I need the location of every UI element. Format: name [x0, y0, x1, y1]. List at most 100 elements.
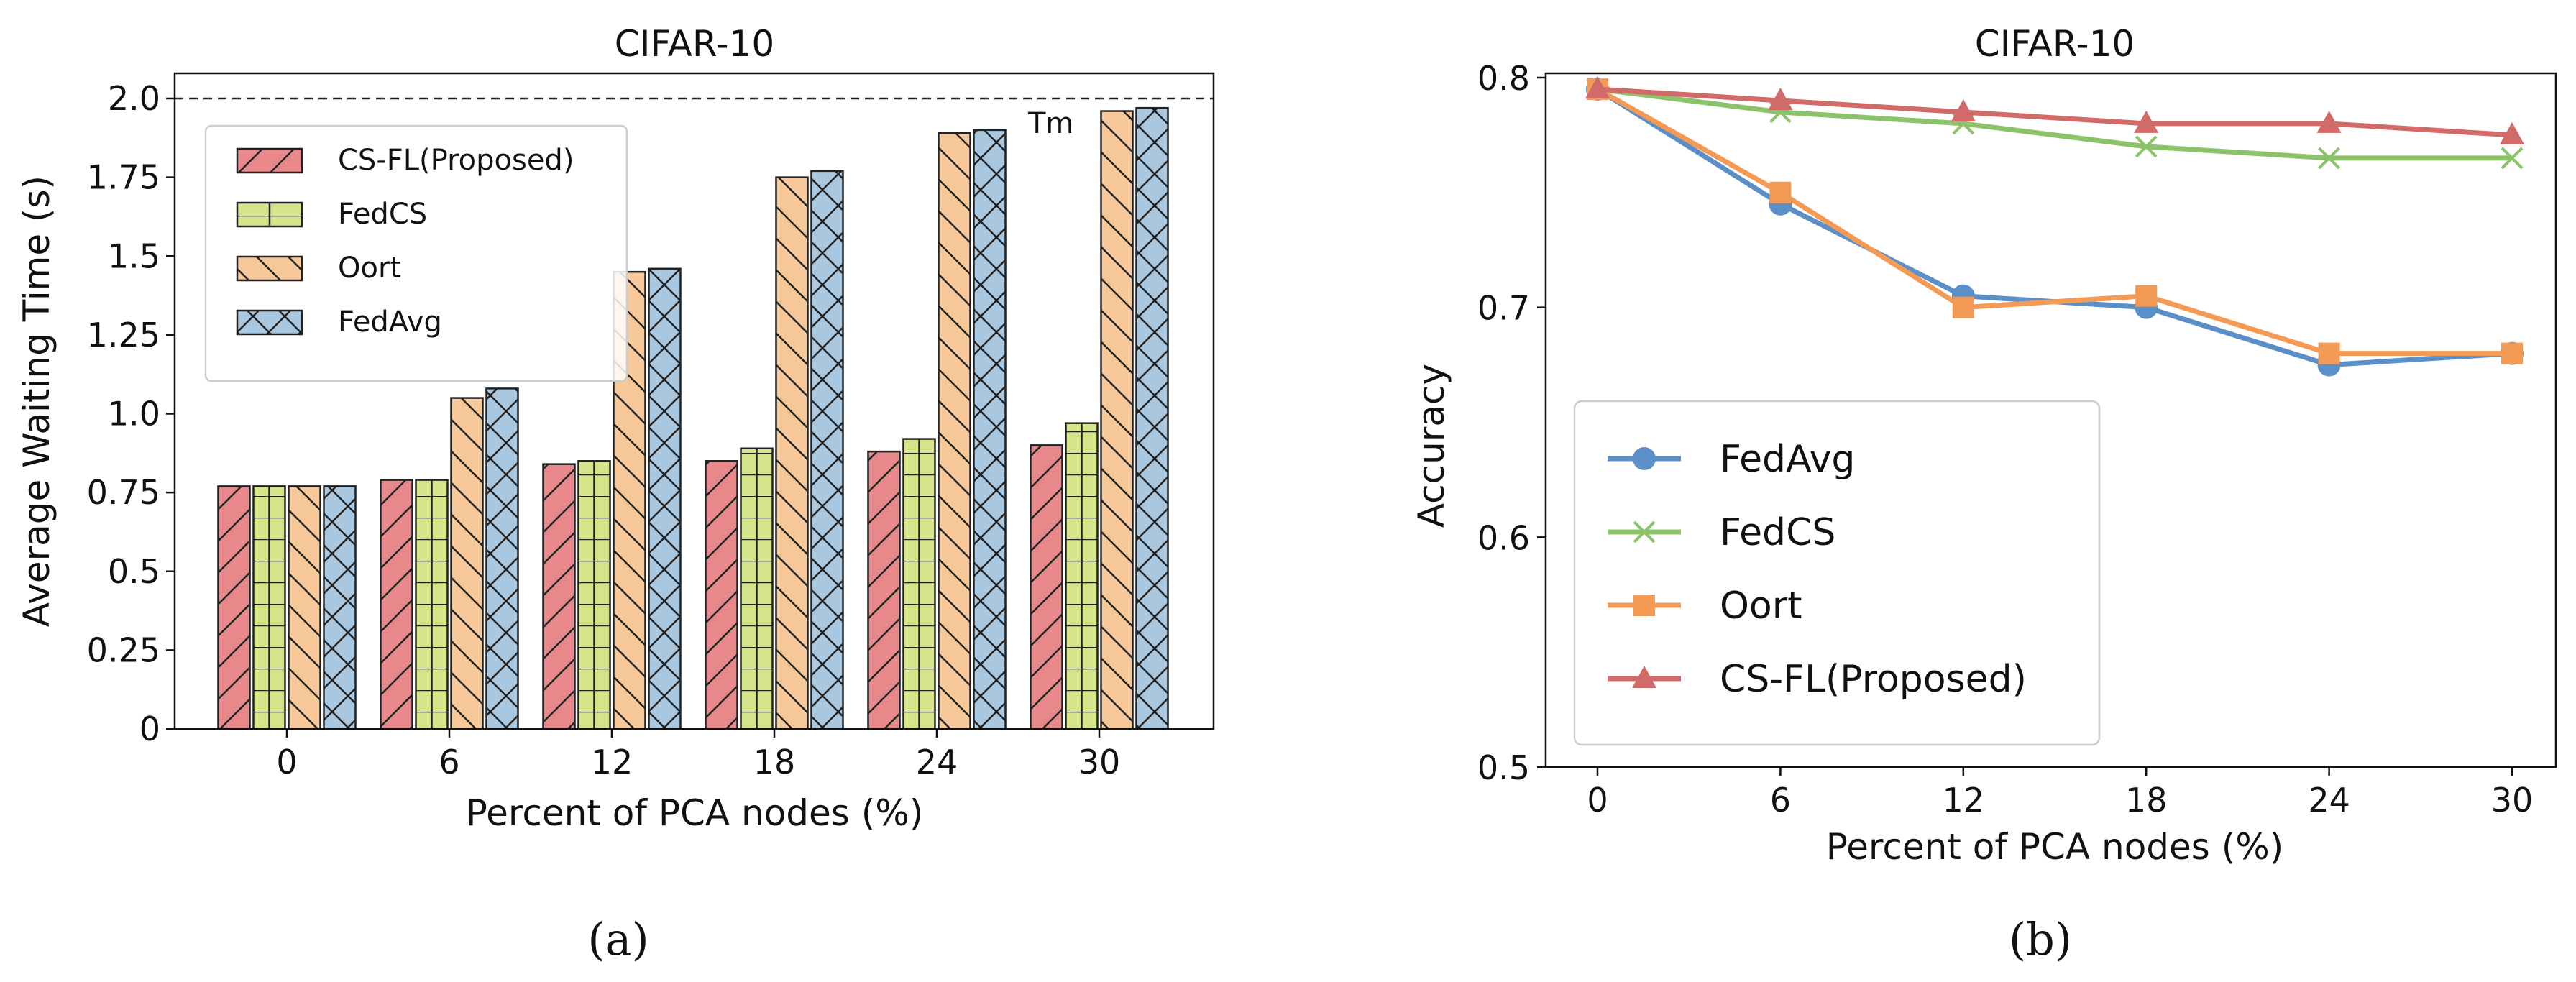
data-point-12 [1951, 98, 1976, 121]
bar-fedavg-0 [323, 485, 357, 730]
series-oort [1587, 78, 2523, 364]
legend-item-fedcs: FedCS [1608, 511, 1835, 554]
data-point-24 [2318, 342, 2340, 364]
x-tick-label: 6 [1770, 781, 1791, 820]
data-point-0 [1585, 75, 1610, 98]
legend-frame [204, 124, 628, 382]
bar-chart-frame [173, 72, 1215, 730]
line-chart-x-ticks: 0 6 12 18 24 30 [1587, 767, 2533, 820]
y-tick-label: 1.25 [87, 316, 160, 354]
x-tick-label: 18 [753, 743, 796, 781]
line-chart-legend: FedAvg FedCS Oort CS-FL(Proposed) [1573, 400, 2101, 746]
legend-label: FedCS [338, 198, 427, 231]
y-tick-label: 1.0 [108, 395, 160, 433]
line-chart-title: CIFAR-10 [1975, 23, 2135, 65]
series-line [1597, 86, 2513, 138]
x-tick-label: 0 [276, 743, 297, 781]
y-tick-label: 1.5 [108, 237, 160, 275]
x-tick-label: 24 [916, 743, 958, 781]
data-point-30 [2500, 121, 2524, 144]
bar-chart-title: CIFAR-10 [615, 23, 774, 65]
y-tick-label: 2.0 [108, 79, 160, 118]
y-tick-label: 0.6 [1477, 518, 1530, 557]
legend-item-oort: Oort [1608, 584, 1802, 628]
data-point-12 [1952, 296, 1974, 318]
line-chart-y-ticks: 0.5 0.6 0.7 0.8 [1477, 59, 1546, 787]
x-tick-label: 12 [1943, 781, 1985, 820]
series-fedcs [1586, 78, 2524, 170]
line-chart: CIFAR-10 0.5 0.6 0.7 0.8 0 6 12 18 24 30 Percent… [1411, 23, 2557, 965]
y-tick-label: 1.75 [87, 158, 160, 197]
y-tick-label: 0.8 [1477, 59, 1530, 98]
bar-fedcs-12 [577, 460, 611, 730]
legend-label: FedAvg [1720, 438, 1855, 481]
series-line [1597, 86, 2512, 161]
bar-chart-bars [217, 106, 1169, 730]
bar-fedcs-6 [415, 479, 449, 730]
legend-marker [1633, 520, 1656, 543]
bar-chart-y-ticks: 0 0.25 0.5 0.75 1.0 1.25 1.5 1.75 2.0 [87, 79, 175, 748]
bar-oort-6 [450, 397, 484, 730]
data-point-6 [1768, 87, 1793, 110]
data-point-30 [2501, 342, 2523, 364]
y-tick-label: 0.5 [1477, 748, 1530, 787]
data-point-30 [2501, 147, 2524, 170]
data-point-18 [2135, 285, 2158, 307]
bar-chart: CIFAR-10 0 0.25 0.5 0.75 1.0 1.25 1.5 1.75 2.0 0… [16, 23, 1215, 965]
bar-oort-18 [775, 176, 809, 730]
bar-fedavg-24 [973, 129, 1007, 730]
legend-marker [1632, 666, 1656, 688]
bar-chart-legend: CS-FL(Proposed) FedCS Oort FedAvg [204, 124, 628, 382]
data-point-18 [2134, 110, 2159, 133]
legend-marker [1633, 447, 1656, 470]
y-tick-label: 0.5 [108, 552, 160, 591]
caption-b: (b) [2009, 913, 2072, 965]
x-tick-label: 6 [439, 743, 459, 781]
legend-item-fedcs: FedCS [236, 198, 427, 231]
bar-oort-12 [613, 270, 646, 730]
bar-fedavg-12 [648, 267, 682, 730]
series-cs-fl-proposed [1585, 75, 2524, 144]
x-tick-label: 30 [1078, 743, 1121, 781]
bar-cs-fl-proposed-12 [542, 463, 576, 730]
x-tick-label: 0 [1587, 781, 1608, 820]
x-tick-label: 24 [2308, 781, 2350, 820]
bar-oort-30 [1100, 110, 1134, 730]
bar-cs-fl-proposed-30 [1030, 444, 1063, 730]
y-tick-label: 0.25 [87, 630, 160, 669]
line-chart-y-axis-label: Accuracy [1411, 364, 1452, 528]
bar-fedcs-30 [1065, 422, 1099, 730]
x-tick-label: 18 [2125, 781, 2168, 820]
data-point-24 [2316, 110, 2342, 133]
line-chart-frame [1544, 72, 2557, 768]
legend-item-cs-fl-proposed: CS-FL(Proposed) [236, 144, 574, 177]
legend-item-cs-fl-proposed: CS-FL(Proposed) [1608, 658, 2027, 701]
data-point-6 [1769, 181, 1792, 203]
legend-label: Oort [1720, 584, 1802, 628]
y-tick-label: 0 [139, 710, 160, 748]
bar-chart-x-axis-label: Percent of PCA nodes (%) [466, 792, 924, 834]
data-point-24 [2318, 147, 2341, 170]
bar-fedcs-18 [740, 447, 774, 730]
legend-item-fedavg: FedAvg [236, 306, 442, 339]
legend-label: FedCS [1720, 511, 1835, 554]
series-fedavg [1586, 77, 2524, 377]
bar-fedcs-24 [902, 438, 936, 730]
bar-fedavg-30 [1135, 106, 1169, 730]
bar-cs-fl-proposed-24 [867, 450, 901, 730]
series-line [1596, 87, 2513, 368]
line-chart-x-axis-label: Percent of PCA nodes (%) [1826, 826, 2284, 868]
x-tick-label: 30 [2491, 781, 2534, 820]
bar-cs-fl-proposed-18 [705, 460, 738, 730]
bar-fedavg-18 [810, 170, 844, 730]
line-chart-series [1585, 75, 2524, 377]
bar-cs-fl-proposed-0 [217, 485, 251, 730]
legend-label: Oort [338, 252, 401, 285]
legend-item-oort: Oort [236, 252, 401, 285]
legend-label: FedAvg [338, 306, 442, 339]
bar-oort-0 [288, 485, 321, 730]
bar-chart-y-axis-label: Average Waiting Time (s) [16, 175, 58, 627]
threshold-label: Tm [1027, 107, 1073, 140]
legend-marker [1633, 595, 1655, 616]
